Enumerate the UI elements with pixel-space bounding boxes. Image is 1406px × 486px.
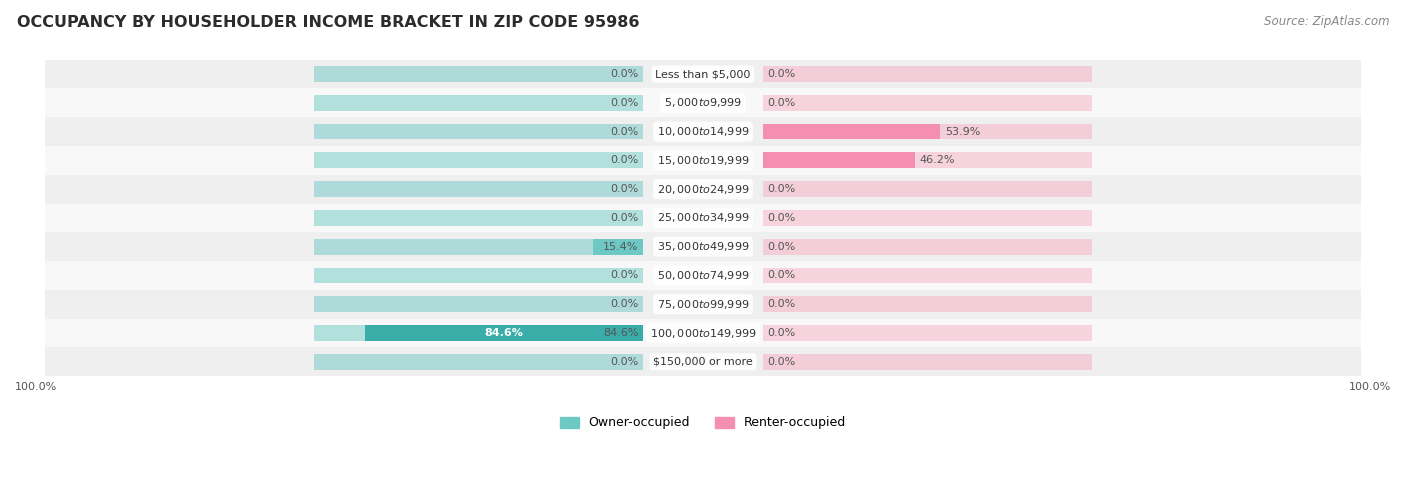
Bar xyxy=(45,175,1361,204)
Bar xyxy=(763,66,1092,82)
Text: $5,000 to $9,999: $5,000 to $9,999 xyxy=(664,96,742,109)
Text: 0.0%: 0.0% xyxy=(610,156,638,165)
Bar xyxy=(314,181,643,197)
Bar xyxy=(314,239,643,255)
Text: $50,000 to $74,999: $50,000 to $74,999 xyxy=(657,269,749,282)
Text: $20,000 to $24,999: $20,000 to $24,999 xyxy=(657,183,749,196)
Bar xyxy=(763,153,1092,168)
Text: $100,000 to $149,999: $100,000 to $149,999 xyxy=(650,327,756,340)
Bar xyxy=(763,354,1092,370)
Text: 0.0%: 0.0% xyxy=(768,299,796,309)
Text: 84.6%: 84.6% xyxy=(603,328,638,338)
Text: Less than $5,000: Less than $5,000 xyxy=(655,69,751,79)
Bar xyxy=(763,123,1092,139)
Text: OCCUPANCY BY HOUSEHOLDER INCOME BRACKET IN ZIP CODE 95986: OCCUPANCY BY HOUSEHOLDER INCOME BRACKET … xyxy=(17,15,640,30)
Text: 0.0%: 0.0% xyxy=(610,69,638,79)
Bar xyxy=(763,181,1092,197)
Bar xyxy=(592,239,643,255)
Text: 0.0%: 0.0% xyxy=(610,98,638,108)
Bar xyxy=(314,296,643,312)
Bar xyxy=(45,261,1361,290)
Text: 100.0%: 100.0% xyxy=(1348,382,1391,392)
Text: 84.6%: 84.6% xyxy=(485,328,523,338)
Bar xyxy=(314,354,643,370)
Text: 0.0%: 0.0% xyxy=(768,69,796,79)
Text: 0.0%: 0.0% xyxy=(768,242,796,252)
Legend: Owner-occupied, Renter-occupied: Owner-occupied, Renter-occupied xyxy=(555,412,851,434)
Text: 0.0%: 0.0% xyxy=(768,271,796,280)
Bar xyxy=(763,325,1092,341)
Bar xyxy=(763,210,1092,226)
Bar xyxy=(45,290,1361,319)
Bar xyxy=(45,232,1361,261)
Bar xyxy=(314,95,643,111)
Text: $25,000 to $34,999: $25,000 to $34,999 xyxy=(657,211,749,225)
Bar xyxy=(45,319,1361,347)
Bar xyxy=(314,66,643,82)
Text: 0.0%: 0.0% xyxy=(768,98,796,108)
Bar xyxy=(45,347,1361,376)
Bar xyxy=(45,88,1361,117)
Text: $150,000 or more: $150,000 or more xyxy=(654,357,752,367)
Bar xyxy=(314,153,643,168)
Bar xyxy=(314,325,643,341)
Bar xyxy=(763,239,1092,255)
Text: Source: ZipAtlas.com: Source: ZipAtlas.com xyxy=(1264,15,1389,28)
Bar xyxy=(763,268,1092,283)
Bar xyxy=(763,153,915,168)
Bar xyxy=(45,146,1361,175)
Bar xyxy=(763,123,941,139)
Bar xyxy=(314,268,643,283)
Text: 0.0%: 0.0% xyxy=(768,357,796,367)
Bar xyxy=(45,60,1361,88)
Text: 53.9%: 53.9% xyxy=(945,126,980,137)
Text: $75,000 to $99,999: $75,000 to $99,999 xyxy=(657,298,749,311)
Bar xyxy=(45,204,1361,232)
Text: $15,000 to $19,999: $15,000 to $19,999 xyxy=(657,154,749,167)
Text: 0.0%: 0.0% xyxy=(610,271,638,280)
Bar xyxy=(763,95,1092,111)
Bar xyxy=(314,123,643,139)
Text: 46.2%: 46.2% xyxy=(920,156,955,165)
Bar xyxy=(45,117,1361,146)
Bar xyxy=(314,210,643,226)
Text: 0.0%: 0.0% xyxy=(610,357,638,367)
Text: 100.0%: 100.0% xyxy=(15,382,58,392)
Text: 0.0%: 0.0% xyxy=(610,126,638,137)
Text: 0.0%: 0.0% xyxy=(768,213,796,223)
Text: 0.0%: 0.0% xyxy=(768,328,796,338)
Text: 0.0%: 0.0% xyxy=(610,184,638,194)
Bar xyxy=(763,296,1092,312)
Text: $35,000 to $49,999: $35,000 to $49,999 xyxy=(657,240,749,253)
Text: 0.0%: 0.0% xyxy=(768,184,796,194)
Text: 0.0%: 0.0% xyxy=(610,213,638,223)
Bar xyxy=(364,325,643,341)
Text: 0.0%: 0.0% xyxy=(610,299,638,309)
Text: 15.4%: 15.4% xyxy=(603,242,638,252)
Text: $10,000 to $14,999: $10,000 to $14,999 xyxy=(657,125,749,138)
